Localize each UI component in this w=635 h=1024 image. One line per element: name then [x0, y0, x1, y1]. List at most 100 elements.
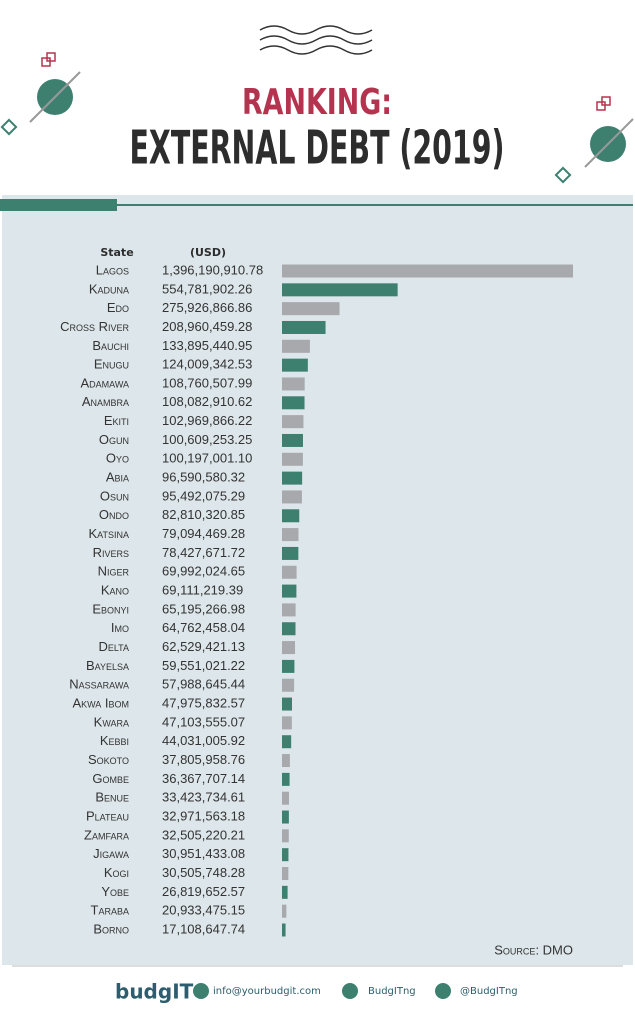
bar: [282, 452, 303, 466]
bar: [282, 848, 289, 862]
category-label: Gombe: [92, 771, 129, 786]
value-label: 37,805,958.76: [162, 752, 245, 767]
value-label: 69,992,024.65: [162, 564, 245, 579]
bar: [282, 791, 289, 805]
category-label: Kano: [101, 583, 129, 598]
bar: [282, 603, 296, 617]
bar: [282, 283, 398, 297]
value-label: 32,971,563.18: [162, 808, 245, 823]
category-label: Adamawa: [80, 375, 129, 390]
category-label: Benue: [95, 790, 129, 805]
category-label: Niger: [98, 564, 130, 579]
category-label: Ogun: [99, 432, 129, 447]
category-label: Yobe: [101, 884, 129, 899]
bar: [282, 678, 295, 692]
category-label: Enugu: [94, 357, 129, 372]
category-label: Sokoto: [88, 752, 129, 767]
bar: [282, 546, 299, 560]
category-label: Katsina: [88, 526, 129, 541]
value-label: 275,926,866.86: [162, 300, 252, 315]
value-label: 20,933,475.15: [162, 903, 245, 918]
category-label: Bauchi: [92, 338, 129, 353]
value-label: 100,609,253.25: [162, 432, 252, 447]
twitter: @BudgITng: [460, 986, 518, 997]
bar: [282, 772, 290, 786]
category-label: Kwara: [94, 714, 129, 729]
value-label: 62,529,421.13: [162, 639, 245, 654]
category-label: Edo: [107, 300, 129, 315]
bar: [282, 641, 296, 655]
value-label: 208,960,459.28: [162, 319, 252, 334]
email: info@yourbudgit.com: [213, 986, 321, 997]
category-label: Oyo: [106, 451, 129, 466]
value-label: 44,031,005.92: [162, 733, 245, 748]
chart-subtitle: EXTERNAL DEBT (2019): [130, 121, 505, 175]
bar: [282, 923, 286, 937]
category-label: Osun: [100, 488, 129, 503]
value-label: 30,951,433.08: [162, 846, 245, 861]
value-label: 36,367,707.14: [162, 771, 245, 786]
bar: [282, 885, 288, 899]
chart-title: RANKING:: [242, 82, 392, 123]
value-label: 100,197,001.10: [162, 451, 252, 466]
category-label: Lagos: [96, 262, 129, 277]
decor-right: [554, 96, 634, 184]
facebook-icon: [342, 983, 358, 999]
bar: [282, 264, 573, 278]
value-label: 95,492,075.29: [162, 488, 245, 503]
email-icon: [193, 983, 209, 999]
category-label: Kaduna: [89, 281, 129, 296]
bar: [282, 904, 287, 918]
value-label: 69,111,219.39: [162, 583, 243, 598]
value-label: 47,975,832.57: [162, 695, 245, 710]
decor-left: [0, 52, 81, 136]
category-label: Nassarawa: [69, 677, 129, 692]
bar: [282, 716, 292, 730]
bar: [282, 565, 297, 579]
category-label: Kebbi: [100, 733, 129, 748]
value-label: 108,760,507.99: [162, 375, 252, 390]
category-label: Imo: [111, 620, 129, 635]
column-header: State: [100, 246, 133, 259]
value-label: 554,781,902.26: [162, 281, 252, 296]
source: Source: DMO: [494, 942, 573, 957]
value-label: 102,969,866.22: [162, 413, 252, 428]
bar: [282, 659, 295, 673]
bar: [282, 509, 300, 523]
facebook: BudgITng: [368, 986, 416, 997]
value-label: 57,988,645.44: [162, 677, 245, 692]
category-label: Rivers: [93, 545, 129, 560]
category-label: Abia: [106, 470, 129, 485]
value-label: 32,505,220.21: [162, 827, 245, 842]
value-label: 82,810,320.85: [162, 507, 245, 522]
value-label: 96,590,580.32: [162, 470, 245, 485]
bar: [282, 415, 304, 429]
value-label: 1,396,190,910.78: [162, 262, 263, 277]
category-label: Ondo: [99, 507, 129, 522]
value-label: 33,423,734.61: [162, 790, 245, 805]
bar: [282, 358, 308, 372]
category-label: Taraba: [91, 903, 129, 918]
category-label: Zamfara: [84, 827, 129, 842]
bar: [282, 867, 289, 881]
value-label: 124,009,342.53: [162, 357, 252, 372]
value-label: 17,108,647.74: [162, 921, 245, 936]
value-label: 133,895,440.95: [162, 338, 252, 353]
bar: [282, 810, 289, 824]
category-label: Plateau: [86, 808, 129, 823]
category-label: Akwa Ibom: [72, 695, 129, 710]
waves: [259, 25, 373, 55]
column-header: (USD): [190, 246, 226, 259]
bar: [282, 320, 326, 334]
bar: [282, 377, 305, 391]
category-label: Ekiti: [104, 413, 129, 428]
bar: [282, 339, 310, 353]
bar: [282, 829, 289, 843]
category-label: Anambra: [82, 394, 129, 409]
value-label: 30,505,748.28: [162, 865, 245, 880]
value-label: 26,819,652.57: [162, 884, 245, 899]
bar: [282, 584, 297, 598]
category-label: Jigawa: [93, 846, 129, 861]
twitter-icon: [435, 983, 451, 999]
